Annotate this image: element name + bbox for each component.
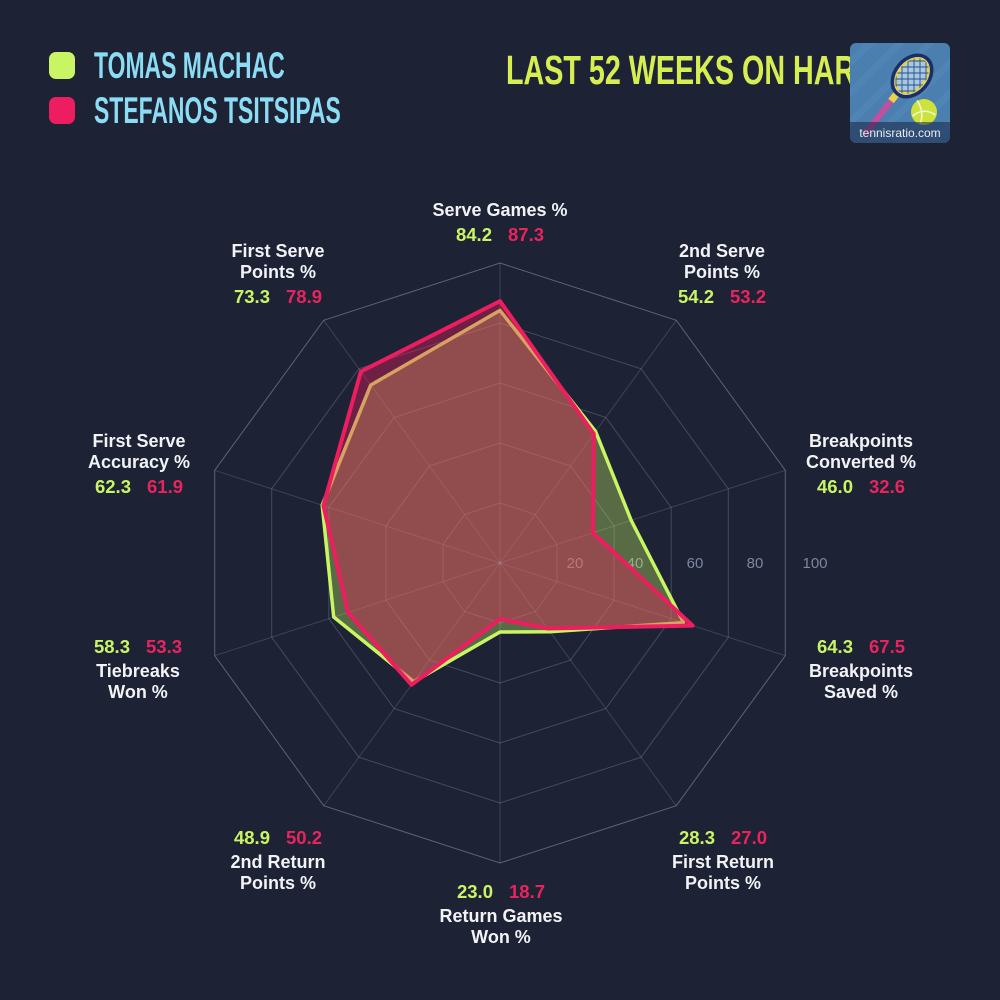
radial-tick-label: 80 (747, 555, 764, 572)
legend-item-tsitsipas: STEFANOS TSITSIPAS (49, 90, 492, 131)
grid-ring-80 (271, 322, 729, 804)
axis-label: First Serve Points % (231, 241, 325, 282)
axis-label: Breakpoints Saved % (808, 661, 914, 702)
legend: TOMAS MACHAC STEFANOS TSITSIPAS (49, 45, 492, 139)
axis-2nd-return-points: 2nd Return Points % 48.9 50.2 (218, 827, 338, 894)
axis-breakpoints-converted: Breakpoints Converted % 46.0 32.6 (786, 431, 936, 498)
axis-values: 46.0 32.6 (817, 476, 905, 498)
machac-value: 58.3 (93, 636, 130, 657)
grid-spoke (214, 469, 501, 564)
axis-values: 48.9 50.2 (234, 827, 322, 849)
axis-values: 73.3 78.9 (234, 286, 322, 308)
axis-label: Serve Games % (432, 200, 568, 220)
grid-spoke (499, 562, 786, 657)
series-polygon-tsitsipas (321, 299, 695, 687)
machac-value: 62.3 (94, 475, 131, 497)
axis-values: 28.3 27.0 (679, 827, 767, 849)
series-polygon-machac (320, 308, 686, 684)
axis-values: 23.0 18.7 (457, 881, 545, 903)
grid-ring-20 (442, 502, 558, 624)
logo-caption: tennisratio.com (859, 126, 940, 140)
axis-label: 2nd Serve Points % (678, 241, 766, 282)
tsitsipas-value: 32.6 (869, 475, 906, 497)
axis-label: Return Games Won % (439, 906, 563, 947)
legend-label-tsitsipas: STEFANOS TSITSIPAS (94, 90, 341, 131)
tsitsipas-color-swatch (49, 97, 75, 124)
axis-label: Breakpoints Converted % (805, 431, 917, 472)
grid-ring-60 (328, 382, 672, 744)
tsitsipas-value: 53.2 (730, 285, 767, 307)
axis-values: 58.3 53.3 (94, 636, 182, 658)
grid-ring-40 (385, 442, 615, 684)
machac-value: 73.3 (233, 285, 270, 307)
machac-color-swatch (49, 52, 75, 79)
axis-first-serve-points: First Serve Points % 73.3 78.9 (223, 241, 333, 308)
machac-value: 54.2 (677, 285, 714, 307)
tsitsipas-value: 61.9 (147, 475, 184, 497)
axis-values: 84.2 87.3 (456, 224, 544, 246)
legend-item-machac: TOMAS MACHAC (49, 45, 492, 86)
axis-label: Tiebreaks Won % (96, 661, 180, 702)
machac-value: 46.0 (816, 475, 853, 497)
tennis-racket-icon: tennisratio.com (850, 43, 950, 143)
tsitsipas-value: 87.3 (508, 223, 545, 245)
radial-tick-label: 20 (567, 555, 584, 572)
machac-value: 64.3 (816, 636, 853, 657)
tennisratio-logo: tennisratio.com (850, 43, 950, 143)
grid-spoke (499, 320, 677, 564)
axis-first-serve-accuracy: First Serve Accuracy % 62.3 61.9 (73, 431, 205, 498)
tsitsipas-value: 67.5 (869, 636, 906, 657)
tsitsipas-value: 53.3 (146, 636, 183, 657)
grid-spoke (499, 469, 786, 564)
axis-values: 64.3 67.5 (817, 636, 905, 658)
radial-tick-label: 100 (802, 555, 827, 572)
machac-value: 48.9 (233, 827, 270, 848)
tsitsipas-value: 18.7 (509, 881, 546, 902)
tsitsipas-value: 27.0 (731, 827, 768, 848)
machac-value: 28.3 (678, 827, 715, 848)
axis-values: 54.2 53.2 (678, 286, 766, 308)
tsitsipas-value: 50.2 (286, 827, 323, 848)
axis-label: First Serve Accuracy % (87, 431, 191, 472)
axis-breakpoints-saved: Breakpoints Saved % 64.3 67.5 (786, 636, 936, 703)
axis-values: 62.3 61.9 (95, 476, 183, 498)
axis-serve-games: Serve Games % 84.2 87.3 (390, 200, 610, 246)
axis-label: 2nd Return Points % (230, 852, 326, 893)
machac-value: 23.0 (456, 881, 493, 902)
page-title: LAST 52 WEEKS ON HARD (506, 47, 876, 93)
machac-value: 84.2 (455, 223, 492, 245)
legend-label-machac: TOMAS MACHAC (94, 45, 285, 86)
grid-spoke (323, 320, 501, 564)
grid-spoke (214, 562, 501, 657)
grid-spoke (499, 562, 677, 806)
axis-return-games-won: Return Games Won % 23.0 18.7 (426, 881, 576, 948)
axis-first-return-points: First Return Points % 28.3 27.0 (657, 827, 789, 894)
radial-tick-label: 60 (687, 555, 704, 572)
chart-center-dot (498, 561, 502, 565)
grid-ring-100 (214, 262, 786, 864)
axis-tiebreaks-won: Tiebreaks Won % 58.3 53.3 (83, 636, 193, 703)
axis-2nd-serve-points: 2nd Serve Points % 54.2 53.2 (667, 241, 777, 308)
tsitsipas-value: 78.9 (286, 285, 323, 307)
axis-label: First Return Points % (671, 852, 774, 893)
